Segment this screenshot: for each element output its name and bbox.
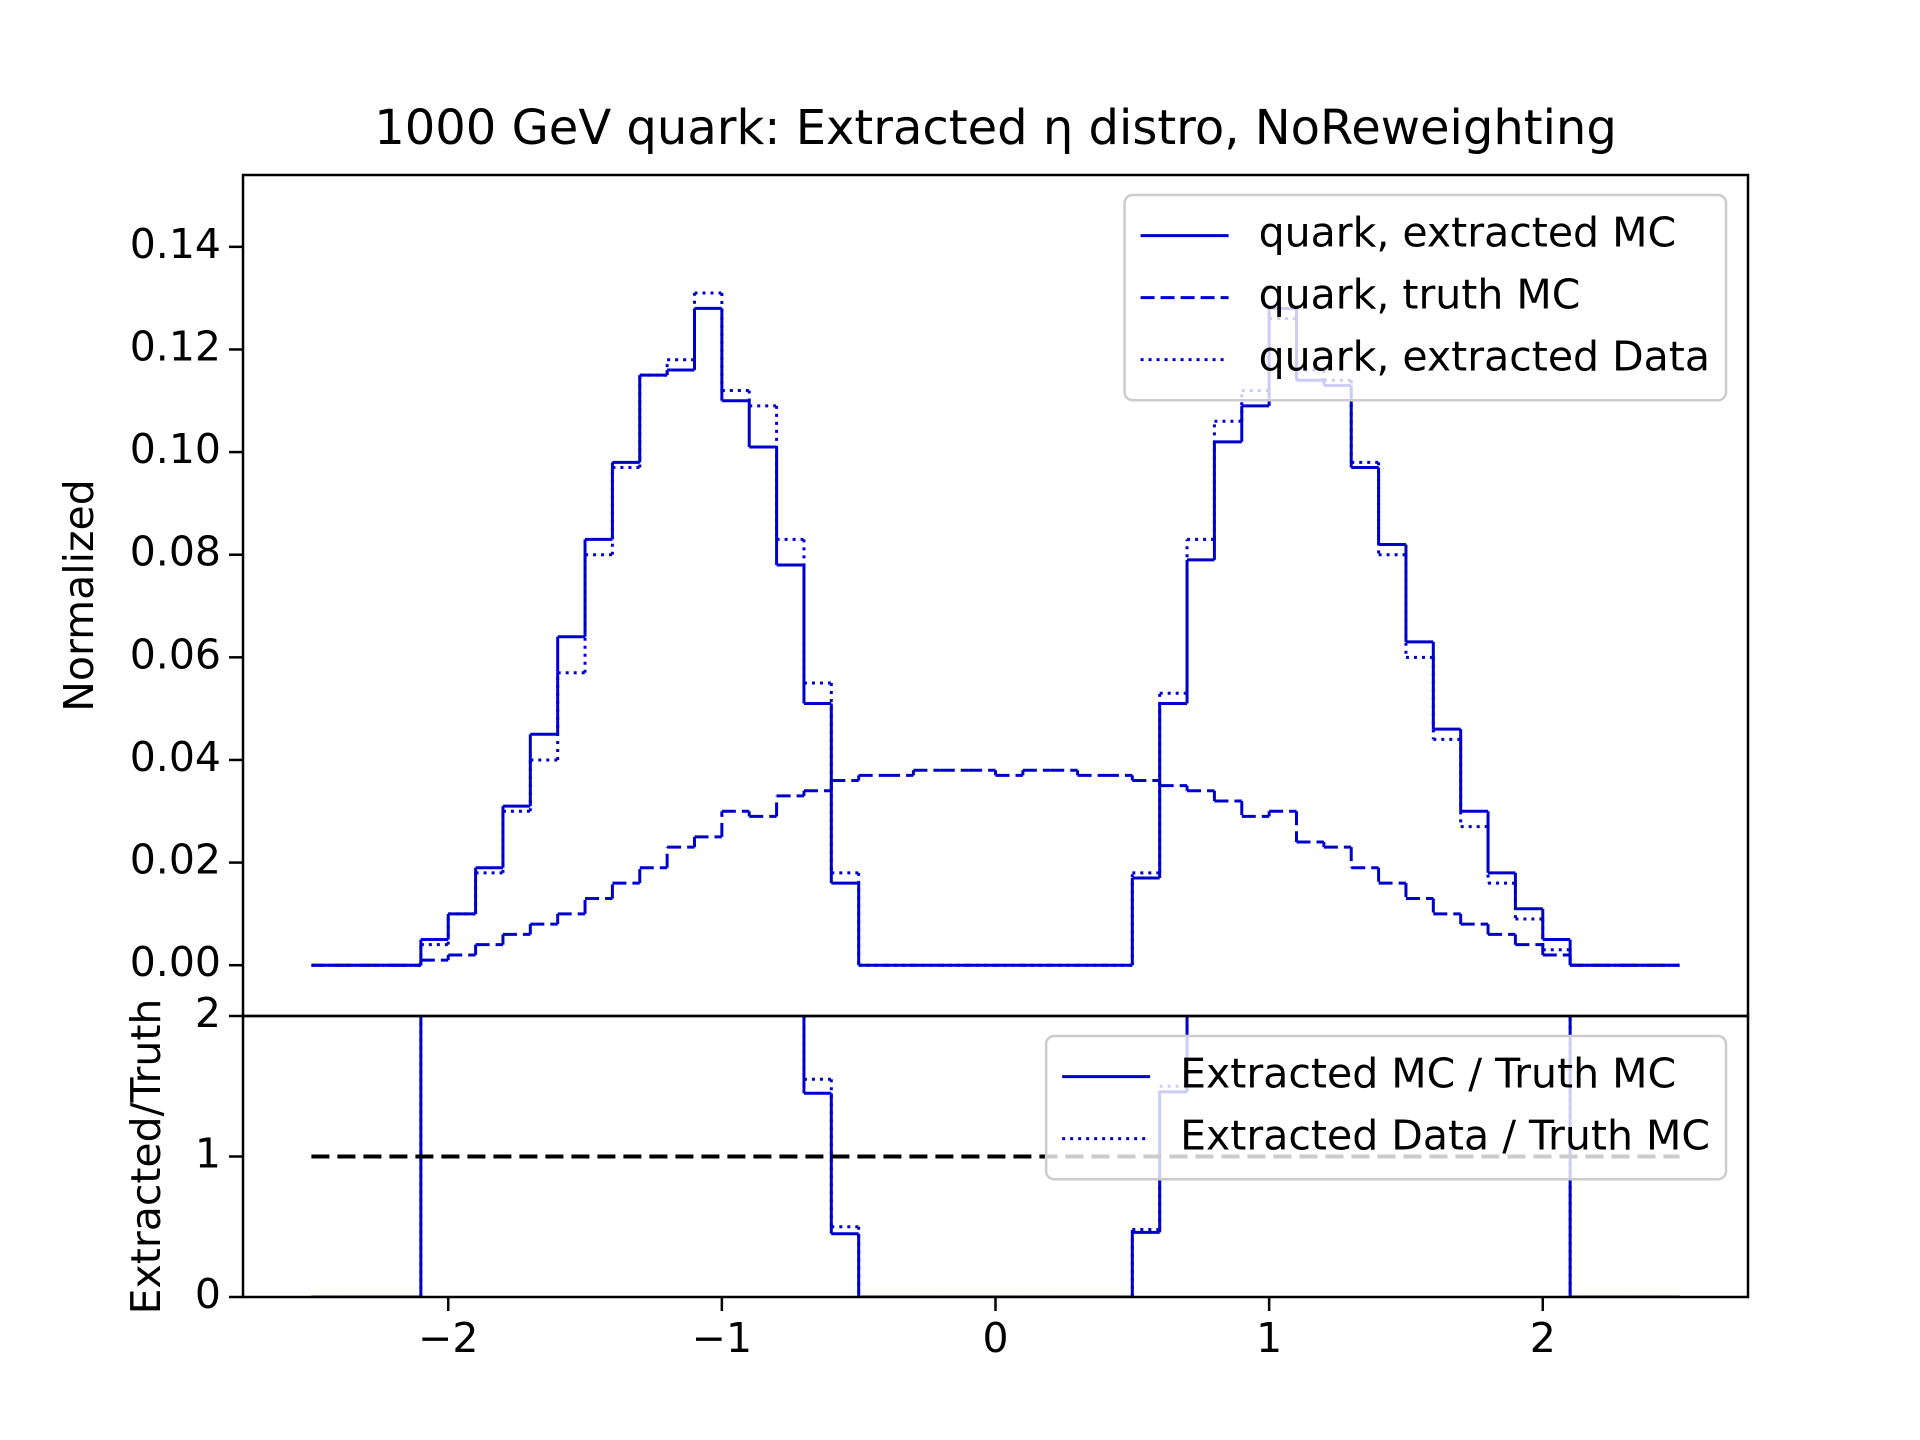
y-axis-label: Extracted/Truth — [122, 999, 170, 1315]
y-tick-label: 0.14 — [130, 220, 221, 268]
legend-label: quark, extracted MC — [1259, 209, 1677, 257]
legend-label: Extracted MC / Truth MC — [1180, 1050, 1676, 1098]
x-tick-label: −2 — [418, 1314, 478, 1362]
chart-title: 1000 GeV quark: Extracted η distro, NoRe… — [374, 100, 1617, 156]
y-tick-label: 0.02 — [130, 836, 221, 884]
x-tick-label: −1 — [692, 1314, 752, 1362]
y-tick-label: 0.04 — [130, 733, 221, 781]
y-tick-label: 2 — [195, 989, 221, 1037]
y-tick-label: 0 — [195, 1270, 221, 1318]
y-tick-label: 1 — [195, 1130, 221, 1178]
y-tick-label: 0.10 — [130, 425, 221, 473]
y-tick-label: 0.00 — [130, 938, 221, 986]
legend-label: Extracted Data / Truth MC — [1180, 1112, 1710, 1160]
y-tick-label: 0.08 — [130, 528, 221, 576]
legend-label: quark, truth MC — [1259, 271, 1581, 319]
x-tick-label: 0 — [982, 1314, 1008, 1362]
y-tick-label: 0.06 — [130, 630, 221, 678]
x-tick-label: 1 — [1256, 1314, 1282, 1362]
legend-box — [1123, 193, 1728, 402]
legend-box — [1044, 1034, 1728, 1181]
legend-label: quark, extracted Data — [1259, 333, 1710, 381]
y-axis-label: Normalized — [55, 479, 103, 712]
x-tick-label: 2 — [1530, 1314, 1556, 1362]
y-tick-label: 0.12 — [130, 322, 221, 370]
legend: Extracted MC / Truth MC Extracted Data / … — [1044, 1034, 1728, 1181]
legend: quark, extracted MC quark, truth MC quark,… — [1123, 193, 1728, 402]
